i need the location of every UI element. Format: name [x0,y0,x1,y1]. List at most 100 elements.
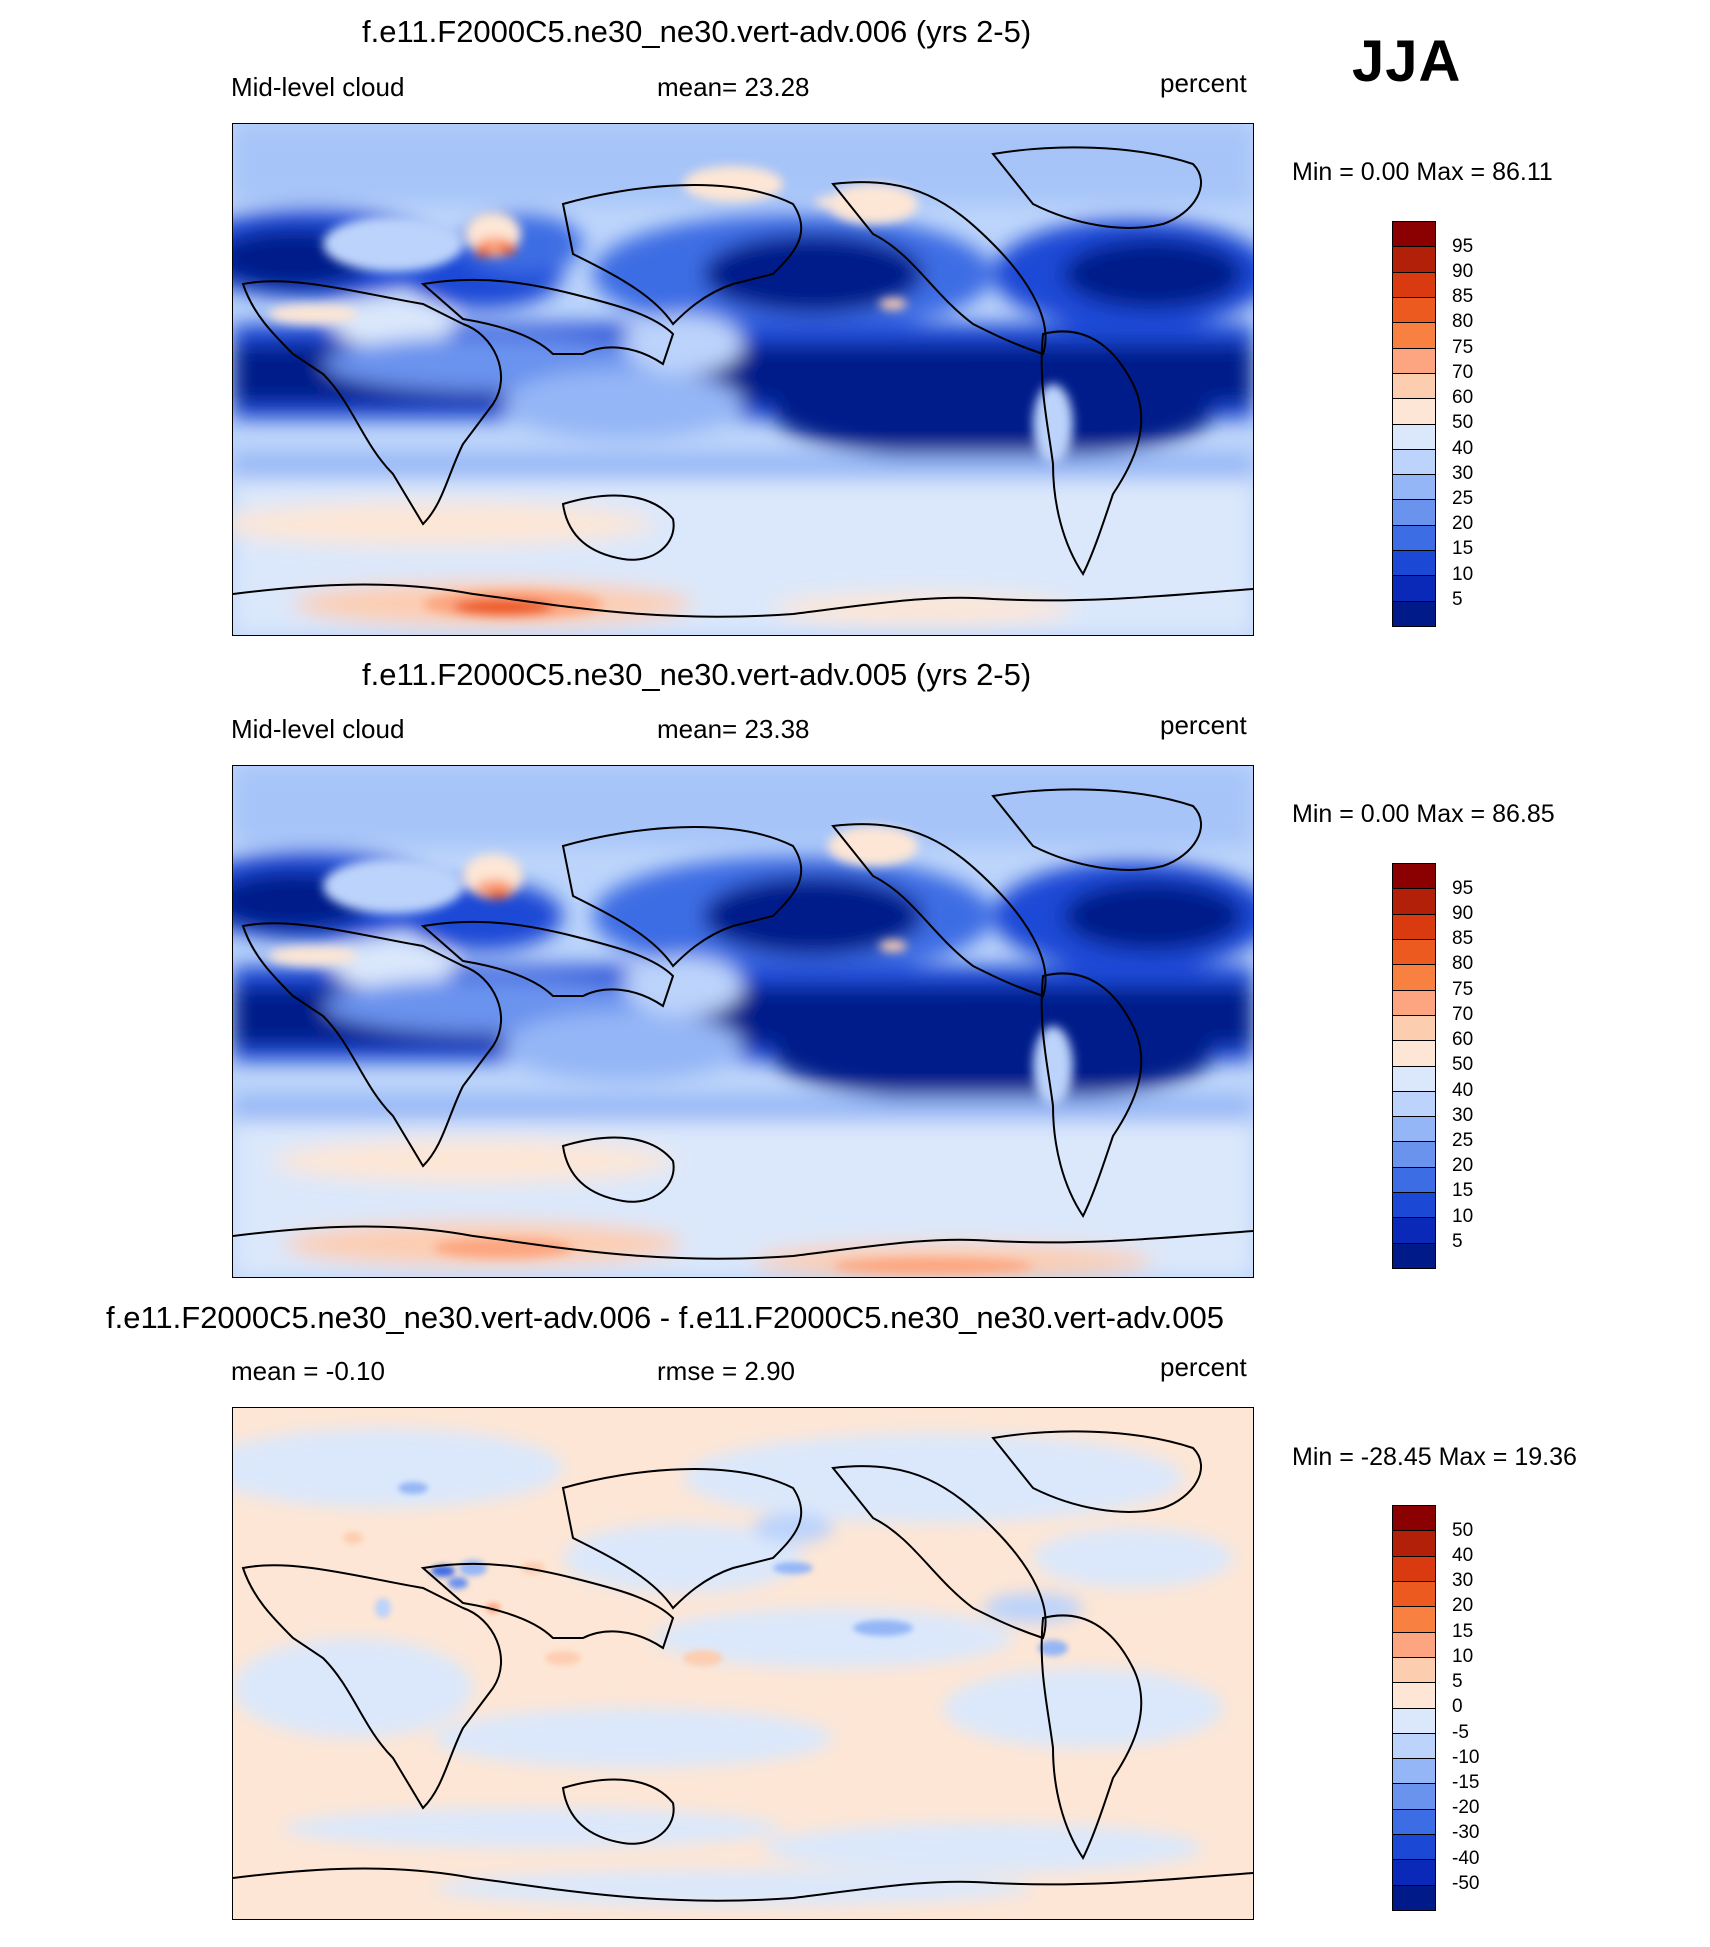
colorbar-box [1393,601,1435,626]
colorbar-label: 85 [1452,286,1474,307]
colorbar-box [1393,990,1435,1016]
colorbar-box [1393,500,1435,526]
colorbar-box [1393,1531,1435,1557]
colorbar-label: 5 [1452,589,1463,610]
panel-1-right-label: percent [1160,68,1247,98]
panel-3-minmax: Min = -28.45 Max = 19.36 [1292,1443,1577,1471]
colorbar-box [1393,914,1435,940]
colorbar-box [1393,1015,1435,1042]
panel-1-minmax: Min = 0.00 Max = 86.11 [1292,158,1553,186]
colorbar-label: 40 [1452,438,1474,459]
colorbar-label: 75 [1452,979,1474,1000]
difference-map-graphic [233,1408,1253,1919]
colorbar-label: 50 [1452,412,1474,433]
panel-2-left-label: Mid-level cloud [231,714,405,744]
colorbar-box [1393,1835,1435,1861]
colorbar-label: 15 [1452,1621,1474,1642]
colorbar-label: 15 [1452,538,1474,559]
colorbar-label: 40 [1452,1545,1474,1566]
panel-2-map [232,765,1254,1278]
colorbar-label: -40 [1452,1848,1480,1869]
panel-3-title: f.e11.F2000C5.ne30_ne30.vert-adv.006 - f… [106,1300,1224,1335]
colorbar-label: 5 [1452,1231,1463,1252]
colorbar-label: 30 [1452,1105,1474,1126]
colorbar-label: 25 [1452,1130,1474,1151]
colorbar-box [1393,1506,1435,1532]
colorbar-box [1393,1759,1435,1785]
colorbar-box [1393,1860,1435,1886]
colorbar-box [1393,864,1435,890]
colorbar-box [1393,889,1435,915]
colorbar-label: 20 [1452,513,1474,534]
colorbar-box [1393,1784,1435,1810]
colorbar-box [1393,399,1435,425]
colorbar-box [1393,323,1435,349]
colorbar-box [1393,1708,1435,1734]
colorbar-label: 90 [1452,903,1474,924]
colorbar-box [1393,1683,1435,1709]
colorbar-label: 30 [1452,1570,1474,1591]
colorbar-label: 75 [1452,337,1474,358]
colorbar-label: 70 [1452,362,1474,383]
colorbar-label: -30 [1452,1822,1480,1843]
colorbar-box [1393,272,1435,298]
colorbar-box [1393,1243,1435,1268]
panel-1-left-label: Mid-level cloud [231,72,405,102]
colorbar-label: 90 [1452,261,1474,282]
colorbar-box [1393,1581,1435,1608]
panel-2-center-label: mean= 23.38 [657,714,810,744]
colorbar-label: 25 [1452,488,1474,509]
colorbar-box [1393,1885,1435,1910]
panel-3-map [232,1407,1254,1920]
colorbar-box [1393,1167,1435,1194]
colorbar-box [1393,1733,1435,1760]
panel-3-left-label: mean = -0.10 [231,1356,385,1386]
panel-2-right-label: percent [1160,710,1247,740]
colorbar-box [1393,247,1435,273]
colorbar-label: 15 [1452,1180,1474,1201]
colorbar-label: 10 [1452,564,1474,585]
cloud-map-graphic [233,124,1253,635]
season-label: JJA [1352,29,1462,94]
colorbar-label: -50 [1452,1873,1480,1894]
colorbar-label: -10 [1452,1747,1480,1768]
colorbar-box [1393,939,1435,966]
colorbar-label: 30 [1452,463,1474,484]
colorbar-label: 70 [1452,1004,1474,1025]
colorbar-box [1393,1193,1435,1219]
colorbar-box [1393,1117,1435,1143]
cloud-map-graphic [233,766,1253,1277]
colorbar-label: -5 [1452,1722,1469,1743]
colorbar-box [1393,424,1435,450]
colorbar-box [1393,1218,1435,1244]
colorbar-box [1393,222,1435,248]
colorbar-label: 80 [1452,953,1474,974]
colorbar-label: 80 [1452,311,1474,332]
colorbar-label: 10 [1452,1206,1474,1227]
colorbar-label: 20 [1452,1155,1474,1176]
colorbar-label: -20 [1452,1797,1480,1818]
panel-2-title: f.e11.F2000C5.ne30_ne30.vert-adv.005 (yr… [362,657,1032,692]
colorbar-box [1393,965,1435,991]
panel-1-title: f.e11.F2000C5.ne30_ne30.vert-adv.006 (yr… [362,14,1032,49]
colorbar-box [1393,551,1435,577]
colorbar-box [1393,1607,1435,1633]
colorbar-box [1393,1142,1435,1168]
colorbar-box [1393,475,1435,501]
colorbar-box [1393,1556,1435,1582]
colorbar-box [1393,1091,1435,1118]
colorbar-box [1393,1657,1435,1684]
colorbar-box [1393,348,1435,374]
colorbar-box [1393,297,1435,324]
colorbar-label: 85 [1452,928,1474,949]
panel-3-colorbar [1392,1505,1436,1911]
panel-2-minmax: Min = 0.00 Max = 86.85 [1292,800,1555,828]
panel-1-map [232,123,1254,636]
colorbar-box [1393,525,1435,552]
colorbar-box [1393,1066,1435,1092]
panel-1-center-label: mean= 23.28 [657,72,810,102]
colorbar-label: 60 [1452,1029,1474,1050]
colorbar-label: 50 [1452,1520,1474,1541]
panel-1-colorbar [1392,221,1436,627]
colorbar-box [1393,576,1435,602]
